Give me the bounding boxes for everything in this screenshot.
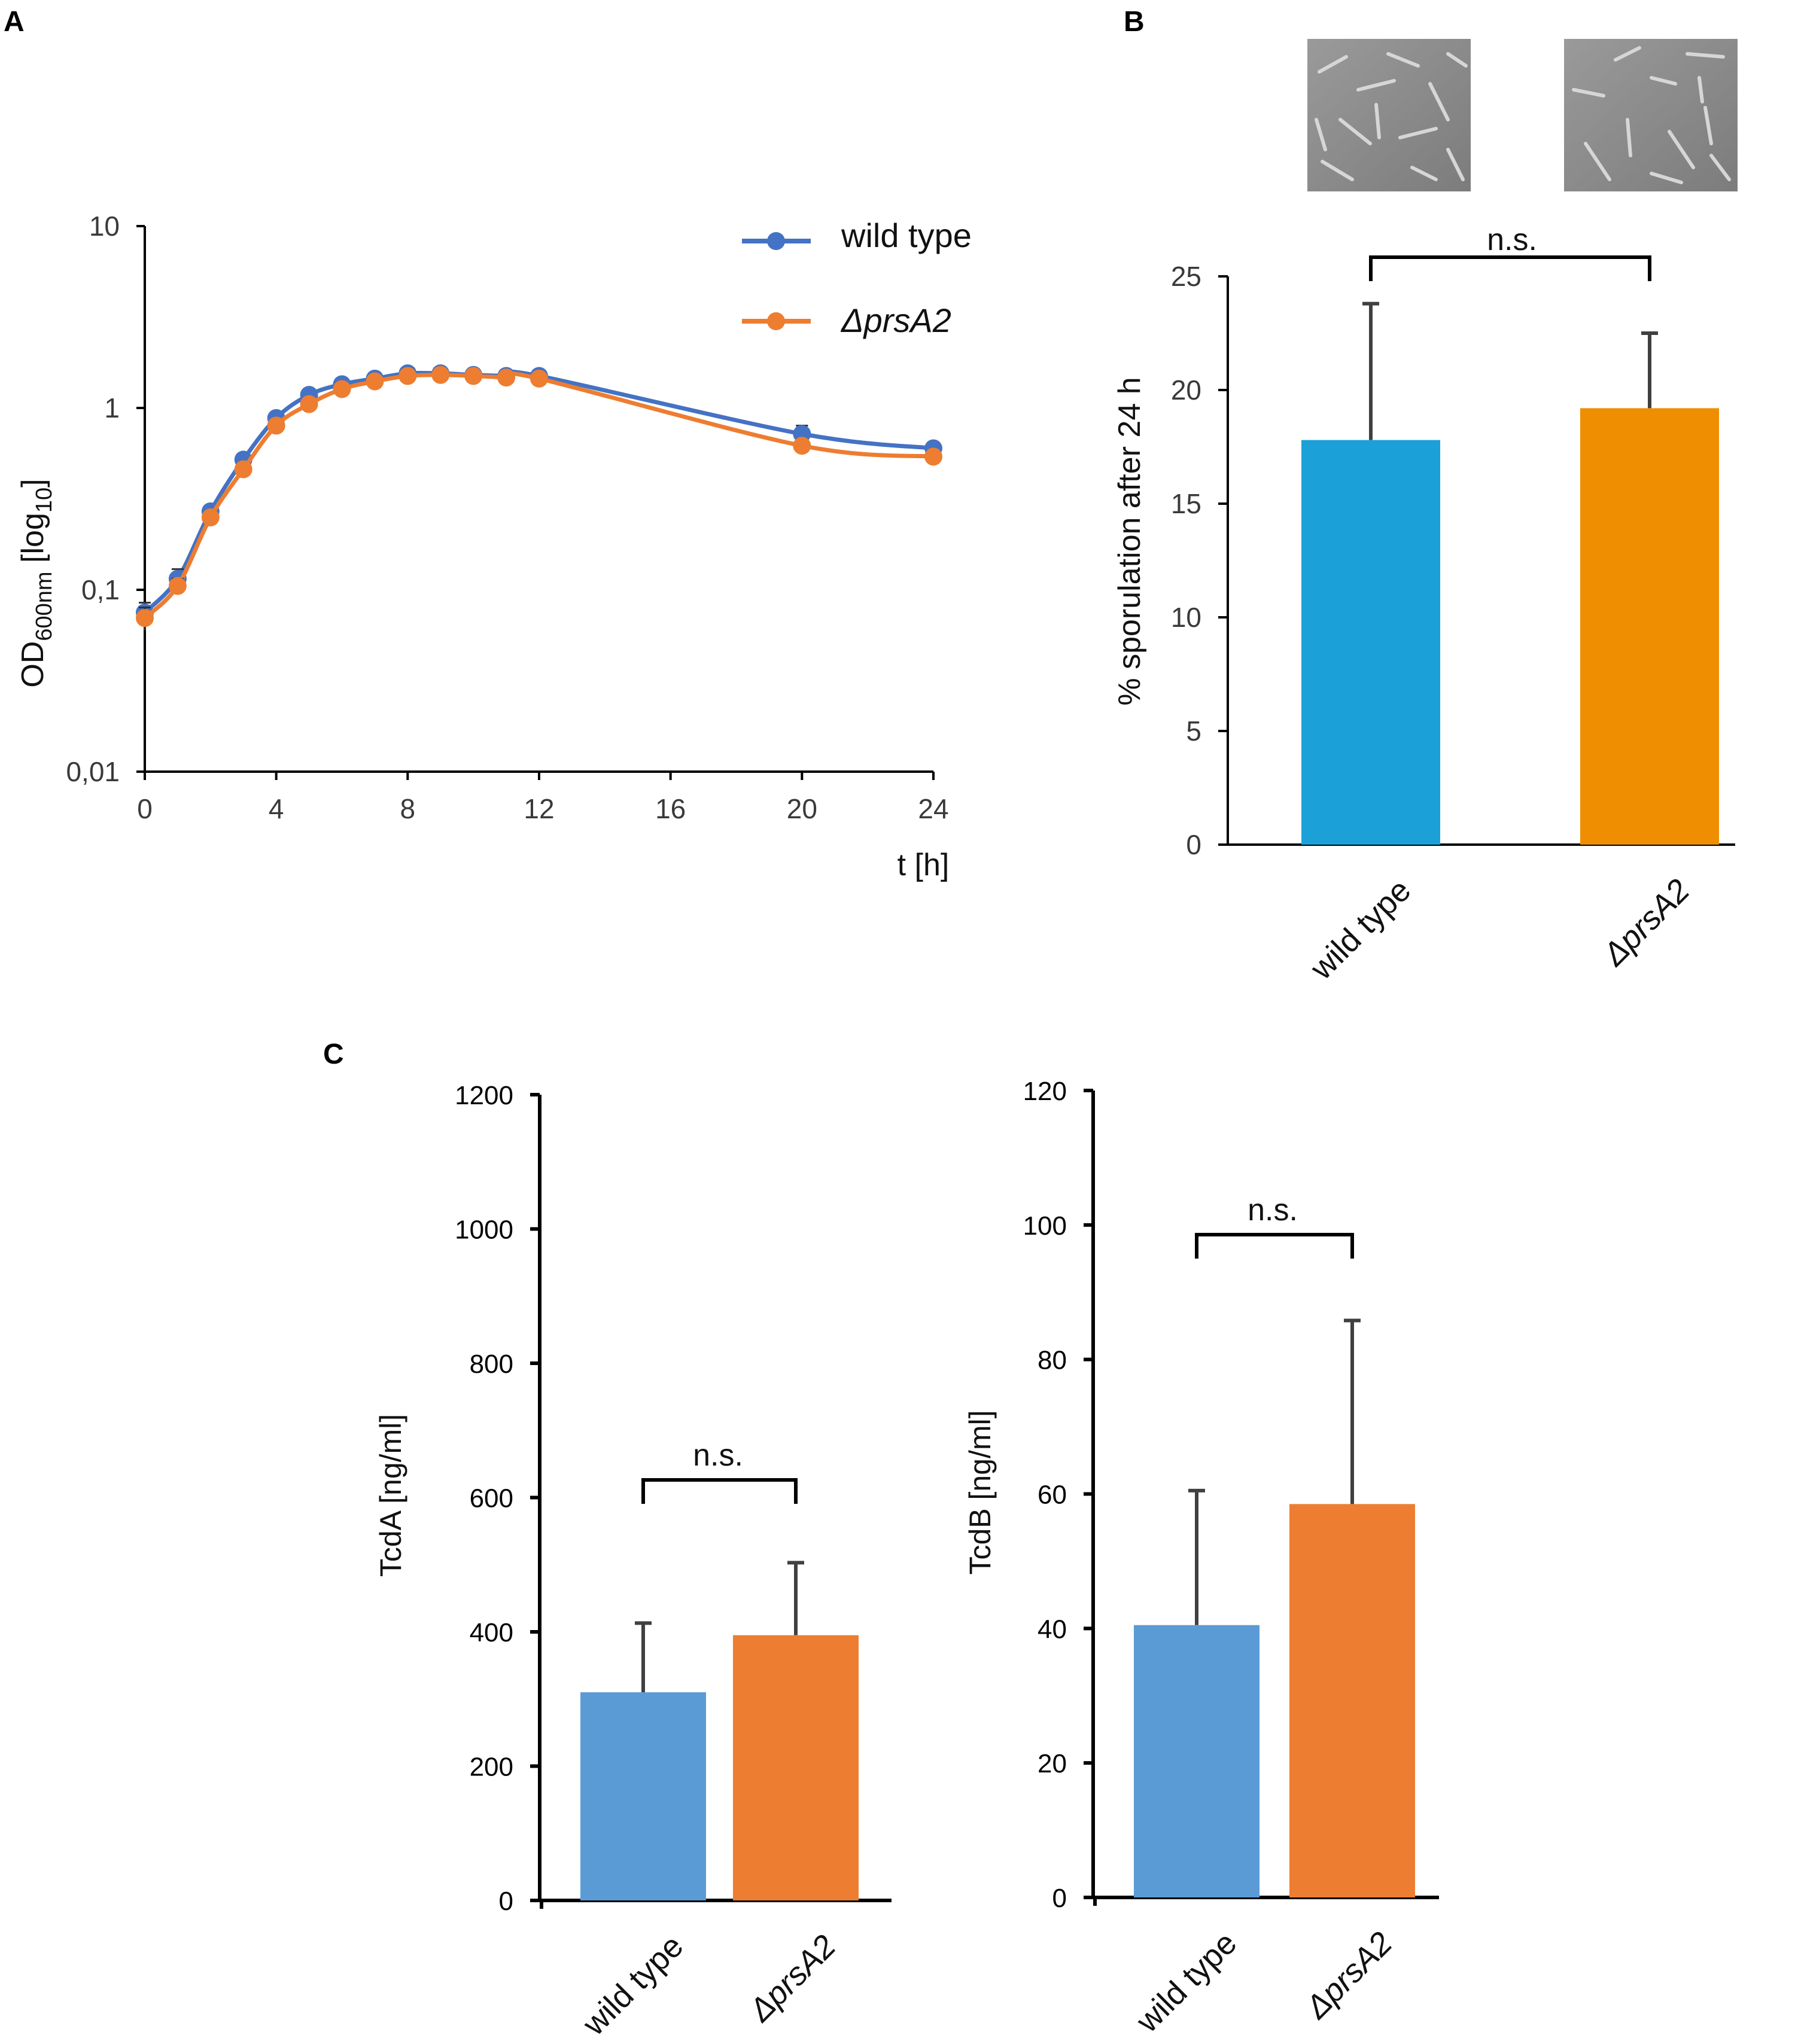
chart-b-significance-label: n.s. [1487,223,1537,257]
x-tick-label: 0 [137,793,153,824]
panel-letter-c: C [323,1038,344,1070]
y-tick-label: 100 [1023,1211,1067,1241]
data-point-prsa2 [497,368,516,387]
chart-a-x-axis-label: t [h] [898,848,950,882]
chart-b-bars: wild type ΔprsA2 [1301,255,1719,987]
significance-bracket [641,1478,798,1504]
bacterial-cell-micrograph-icon [1572,46,1731,184]
category-label-wild-type: wild type [1303,872,1418,987]
data-point-prsa2 [431,365,450,384]
data-point-prsa2 [366,372,384,391]
y-tick-label: 0 [499,1887,513,1916]
data-point-prsa2 [168,577,187,595]
y-tick-label: 120 [1023,1077,1067,1106]
data-point-prsa2 [793,437,811,455]
y-tick-label: 15 [1171,488,1201,519]
y-tick-label: 400 [470,1618,513,1647]
chart-a-y-axis-label: OD600nm [log10] [16,479,57,687]
y-tick-label: 1 [104,392,120,424]
y-tick-label: 80 [1038,1346,1067,1375]
category-label-wild-type: wild type [1129,1925,1244,2040]
category-label-prsa2: ΔprsA2 [1298,1925,1399,2026]
y-tick-label: 20 [1038,1749,1067,1778]
y-tick-label: 0,01 [66,756,120,787]
category-label-prsa2: ΔprsA2 [1595,872,1696,973]
legend-marker-prsa2 [767,312,785,330]
bar-wild-type [580,1692,706,1900]
y-tick-label: 1000 [455,1216,513,1245]
chart-b-y-axis-label: % sporulation after 24 h [1112,377,1147,705]
data-point-prsa2 [333,380,351,398]
category-label-wild-type: wild type [576,1928,690,2043]
y-tick-label: 0 [1186,829,1201,860]
y-tick-label: 1200 [455,1081,513,1110]
y-tick-label: 0,1 [81,574,120,605]
y-tick-label: 25 [1171,261,1201,292]
y-tick-label: 5 [1186,715,1201,747]
y-tick-label: 60 [1038,1481,1067,1510]
data-point-prsa2 [300,395,318,413]
chart-c-tcda: 0 200 400 600 800 1000 1200 wild type ΔprsA2 Tc… [374,1081,892,2043]
chart-a-growth-curve: 0,01 0,1 1 10 0 4 8 12 16 20 24 OD600nm [log10] t … [16,211,972,882]
x-tick-label: 24 [918,793,948,824]
significance-bracket [1369,255,1651,281]
data-point-prsa2 [530,369,548,388]
bar-prsa2 [1580,408,1719,845]
data-point-prsa2 [201,508,220,527]
series-line-wild-type [143,369,934,614]
legend-marker-wild-type [767,232,785,250]
bar-wild-type [1134,1625,1259,1897]
bar-prsa2 [1289,1504,1415,1897]
chart-c-tcdb-y-axis-label: TcdB [ng/ml] [963,1410,997,1574]
legend-label-prsa2: ΔprsA2 [840,301,951,339]
x-tick-label: 4 [269,793,284,824]
y-tick-label: 40 [1038,1615,1067,1644]
data-point-prsa2 [267,416,285,435]
y-tick-label: 600 [470,1484,513,1513]
y-tick-label: 800 [470,1350,513,1379]
y-tick-label: 200 [470,1753,513,1782]
chart-c-tcdb-axes: 0 20 40 60 80 100 120 [1023,1077,1439,1913]
data-point-prsa2 [924,447,942,466]
micrograph-wild-type [1307,39,1471,191]
chart-b-sporulation: 0 5 10 15 20 25 wild type ΔprsA2 % sporulation… [1112,223,1735,987]
chart-c-tcda-y-axis-label: TcdA [ng/ml] [374,1414,407,1577]
panel-letter-b: B [1124,6,1145,38]
category-label-prsa2: ΔprsA2 [741,1928,842,2029]
significance-bracket [1195,1233,1354,1259]
data-point-prsa2 [464,367,483,385]
x-tick-label: 20 [787,793,817,824]
x-tick-label: 8 [400,793,416,824]
x-tick-label: 16 [655,793,686,824]
chart-c-tcda-axes: 0 200 400 600 800 1000 1200 [455,1081,892,1916]
chart-a-axes: 0,01 0,1 1 10 0 4 8 12 16 20 24 [66,211,948,824]
series-line-prsa2 [143,371,934,620]
bar-wild-type [1301,440,1440,845]
y-tick-label: 10 [1171,602,1201,633]
chart-c-tcdb: 0 20 40 60 80 100 120 wild type ΔprsA2 TcdB [ng… [963,1077,1439,2040]
chart-b-axes: 0 5 10 15 20 25 [1171,261,1735,860]
y-tick-label: 0 [1052,1884,1067,1913]
chart-a-series [136,364,942,630]
x-tick-label: 12 [524,793,554,824]
chart-c-tcdb-bars: wild type ΔprsA2 [1129,1233,1415,2040]
data-point-prsa2 [398,367,417,385]
panel-letter-a: A [4,6,25,38]
micrograph-prsa2 [1564,39,1738,191]
chart-a-legend: wild type ΔprsA2 [742,217,972,339]
data-point-prsa2 [234,460,252,479]
y-tick-label: 20 [1171,374,1201,406]
bacterial-cell-micrograph-icon [1315,52,1468,181]
chart-c-tcdb-significance-label: n.s. [1248,1193,1298,1227]
data-point-prsa2 [136,609,154,627]
chart-c-tcda-significance-label: n.s. [693,1438,743,1473]
chart-c-tcda-bars: wild type ΔprsA2 [576,1478,859,2043]
bar-prsa2 [733,1635,859,1900]
y-tick-label: 10 [89,211,120,242]
legend-label-wild-type: wild type [841,217,972,254]
